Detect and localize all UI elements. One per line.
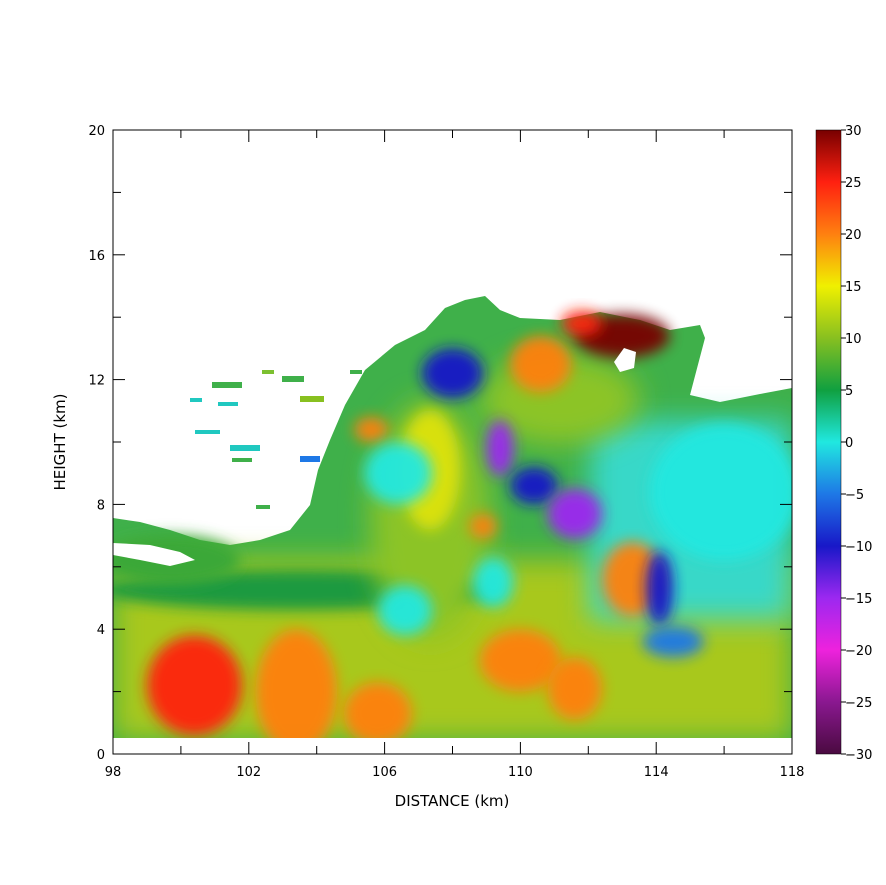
y-tick-label: 8	[97, 498, 105, 513]
echo-feature-13	[547, 488, 602, 539]
colorbar-tick-label: 15	[845, 280, 862, 295]
colorbar-tick-label: −5	[845, 488, 864, 503]
colorbar-tick-label: 0	[845, 436, 853, 451]
y-axis-ticks: 0 4 8 12 16 20	[88, 124, 792, 763]
echo-feature-17	[649, 423, 792, 561]
y-tick-label: 16	[88, 249, 105, 264]
y-tick-label: 20	[88, 124, 105, 139]
echo-feature-3	[479, 629, 562, 692]
echo-features	[146, 310, 792, 754]
echo-gap-left	[113, 543, 195, 566]
echo-feature-19	[642, 626, 704, 658]
echo-feature-6	[469, 513, 497, 539]
y-tick-label: 0	[97, 748, 105, 763]
colorbar-tick-label: 30	[845, 124, 862, 139]
plot-area	[113, 296, 792, 754]
colorbar-tick-label: 20	[845, 228, 862, 243]
x-axis-ticks: 98 102 106 110 114 118	[105, 130, 805, 780]
echo-fragments	[190, 370, 362, 509]
colorbar-tick-label: −10	[845, 540, 872, 555]
echo-gap-top	[614, 348, 636, 372]
colorbar-ticks: 30 25 20 15 10 5 0 −5 −10 −15 −20 −25 −30	[841, 124, 872, 763]
x-tick-label: 102	[236, 765, 261, 780]
colorbar-tick-label: 5	[845, 384, 853, 399]
echo-feature-12	[510, 466, 558, 505]
echo-feature-11	[486, 420, 514, 477]
echo-feature-1	[255, 629, 338, 754]
colorbar-tick-label: 25	[845, 176, 862, 191]
colorbar-tick-label: −15	[845, 592, 872, 607]
y-axis-title: HEIGHT (km)	[51, 393, 69, 490]
x-tick-label: 106	[372, 765, 397, 780]
y-tick-label: 12	[88, 374, 105, 389]
x-tick-label: 98	[105, 765, 122, 780]
echo-feature-4	[547, 657, 602, 720]
echo-feature-20	[472, 557, 514, 608]
x-tick-label: 110	[508, 765, 533, 780]
x-axis-title: DISTANCE (km)	[395, 792, 510, 810]
echo-feature-2	[343, 682, 412, 745]
y-tick-label: 4	[97, 623, 105, 638]
colorbar-tick-label: −20	[845, 644, 872, 659]
colorbar	[815, 129, 842, 755]
colorbar-tick-label: −30	[845, 748, 872, 763]
x-tick-label: 114	[644, 765, 669, 780]
x-tick-label: 118	[780, 765, 805, 780]
echo-feature-8	[510, 335, 572, 393]
echo-feature-16	[364, 442, 433, 505]
echo-feature-0	[146, 635, 243, 736]
echo-feature-15	[421, 348, 484, 399]
echo-feature-14	[646, 551, 674, 627]
echo-feature-10	[561, 310, 602, 336]
echo-feature-7	[354, 417, 388, 442]
colorbar-tick-label: −25	[845, 696, 872, 711]
colorbar-tick-label: 10	[845, 332, 862, 347]
echo-feature-18	[377, 585, 433, 636]
